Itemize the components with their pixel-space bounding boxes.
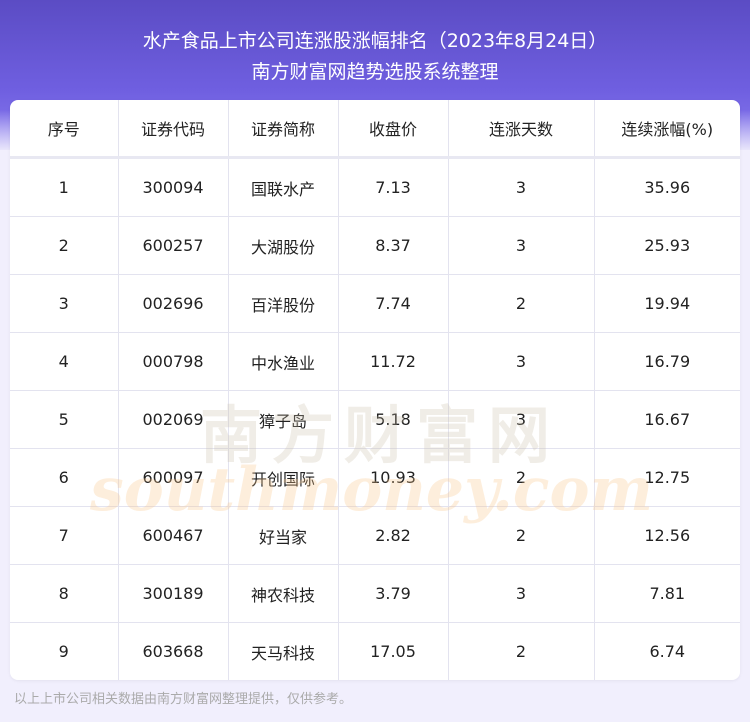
column-header: 连涨天数: [448, 100, 595, 159]
table-row: 6 600097 开创国际 10.93 2 12.75: [10, 448, 740, 507]
table-cell: 300094: [118, 157, 229, 217]
table-cell: 9: [10, 622, 119, 680]
table-cell: 7.74: [338, 274, 449, 333]
table-cell: 1: [10, 157, 119, 217]
table-cell: 16.67: [594, 390, 740, 449]
table-cell: 3: [448, 216, 595, 275]
table-cell: 7.13: [338, 157, 449, 217]
table-cell: 19.94: [594, 274, 740, 333]
column-header: 证券简称: [228, 100, 339, 159]
table-cell: 百洋股份: [228, 274, 339, 333]
table-cell: 2: [448, 448, 595, 507]
table-row: 4 000798 中水渔业 11.72 3 16.79: [10, 332, 740, 391]
table-row: 5 002069 獐子岛 5.18 3 16.67: [10, 390, 740, 449]
table-row: 9 603668 天马科技 17.05 2 6.74: [10, 622, 740, 680]
table-cell: 16.79: [594, 332, 740, 391]
table-cell: 2.82: [338, 506, 449, 565]
table-cell: 2: [448, 622, 595, 680]
table-cell: 8.37: [338, 216, 449, 275]
ranking-table: 序号 证券代码 证券简称 收盘价 连涨天数 连续涨幅(%) 1 300094 国联水产 7.13…: [10, 100, 740, 680]
table-cell: 獐子岛: [228, 390, 339, 449]
table-row: 1 300094 国联水产 7.13 3 35.96: [10, 157, 740, 217]
table-cell: 6.74: [649, 642, 686, 661]
table-cell: 天马科技: [228, 622, 339, 680]
table-cell: 600467: [118, 506, 229, 565]
table-cell: 600097: [118, 448, 229, 507]
table-cell: 002069: [118, 390, 229, 449]
page-title: 水产食品上市公司连涨股涨幅排名（2023年8月24日）: [142, 30, 608, 52]
table-row: 7 600467 好当家 2.82 2 12.56: [10, 506, 740, 565]
table-cell: 000798: [118, 332, 229, 391]
table-cell: 5.18: [338, 390, 449, 449]
table-cell: 2: [448, 274, 595, 333]
table-cell: 3: [448, 564, 595, 623]
table-cell: 35.96: [594, 157, 740, 217]
table-row: 2 600257 大湖股份 8.37 3 25.93: [10, 216, 740, 275]
table-cell: 12.75: [594, 448, 740, 507]
table-cell: 大湖股份: [228, 216, 339, 275]
table-cell: 5: [10, 390, 119, 449]
table-cell: 2: [10, 216, 119, 275]
column-header: 序号: [10, 100, 119, 159]
column-header: 连续涨幅(%): [594, 100, 740, 159]
table-cell: 3: [448, 390, 595, 449]
table-row: 3 002696 百洋股份 7.74 2 19.94: [10, 274, 740, 333]
table-cell: 11.72: [338, 332, 449, 391]
table-cell: 3.79: [338, 564, 449, 623]
table-cell: 3: [10, 274, 119, 333]
table-cell: 开创国际: [228, 448, 339, 507]
table-cell: 6: [10, 448, 119, 507]
column-header: 收盘价: [338, 100, 449, 159]
table-cell: 25.93: [594, 216, 740, 275]
column-header: 证券代码: [118, 100, 229, 159]
table-cell: 7: [10, 506, 119, 565]
table-cell: 002696: [118, 274, 229, 333]
page-subtitle: 南方财富网趋势选股系统整理: [251, 61, 499, 83]
table-cell: 603668: [118, 622, 229, 680]
table-cell: 3: [448, 157, 595, 217]
footer-note: 以上上市公司相关数据由南方财富网整理提供，仅供参考。: [14, 692, 353, 707]
table-cell: 好当家: [228, 506, 339, 565]
table-cell: 8: [10, 564, 119, 623]
table-cell: 300189: [118, 564, 229, 623]
table-cell: 3: [448, 332, 595, 391]
table-cell: 12.56: [594, 506, 740, 565]
table-cell: 国联水产: [228, 157, 339, 217]
table-cell: 7.81: [594, 564, 740, 623]
table-cell: 10.93: [338, 448, 449, 507]
table-cell: 中水渔业: [228, 332, 339, 391]
table-cell: 神农科技: [228, 564, 339, 623]
table-cell: 2: [448, 506, 595, 565]
table-cell: 4: [10, 332, 119, 391]
table-cell: 600257: [118, 216, 229, 275]
table-row: 8 300189 神农科技 3.79 3 7.81: [10, 564, 740, 623]
table-cell: 17.05: [338, 622, 449, 680]
